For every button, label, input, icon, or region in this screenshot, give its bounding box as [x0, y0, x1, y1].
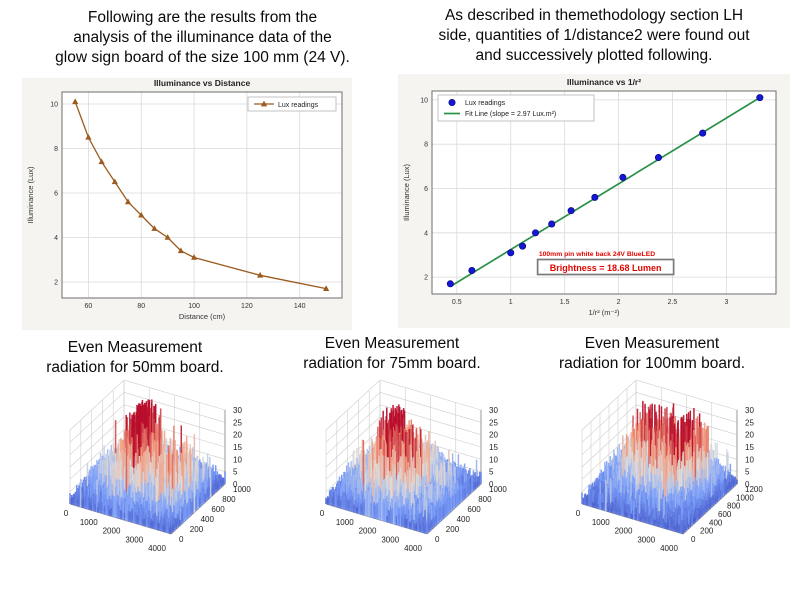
svg-text:2: 2 [54, 279, 58, 286]
svg-text:Illuminance (Lux): Illuminance (Lux) [402, 163, 411, 221]
caption-top-right: As described in themethodology section L… [398, 6, 790, 66]
svg-text:200: 200 [446, 525, 460, 534]
svg-text:600: 600 [467, 505, 481, 514]
svg-text:5: 5 [489, 468, 494, 477]
svg-text:1000: 1000 [489, 485, 507, 494]
caption-surface-75mm: Even Measurement radiation for 75mm boar… [266, 334, 518, 374]
svg-text:15: 15 [233, 443, 242, 452]
caption-top-left: Following are the results from the analy… [30, 8, 375, 68]
svg-text:Illuminance vs Distance: Illuminance vs Distance [154, 78, 251, 88]
svg-text:4000: 4000 [404, 544, 422, 553]
caption-line: Even Measurement [67, 339, 203, 356]
caption-line: Even Measurement [324, 335, 460, 352]
svg-text:Lux readings: Lux readings [278, 102, 319, 109]
svg-text:1000: 1000 [233, 485, 251, 494]
svg-text:4: 4 [424, 230, 428, 237]
caption-line: radiation for 75mm board. [303, 355, 481, 372]
svg-text:4000: 4000 [148, 544, 166, 553]
svg-text:20: 20 [233, 431, 242, 440]
svg-text:Brightness = 18.68 Lumen: Brightness = 18.68 Lumen [550, 263, 662, 273]
svg-text:Distance (cm): Distance (cm) [179, 312, 226, 321]
illuminance-vs-distance-chart: 60 80 100 120 140 2 4 6 8 10 Illuminance vs Distan… [22, 78, 352, 330]
svg-text:1.5: 1.5 [560, 299, 570, 306]
svg-text:25: 25 [489, 418, 498, 427]
svg-text:100: 100 [188, 303, 200, 310]
svg-text:400: 400 [457, 515, 471, 524]
caption-line: and successively plotted following. [475, 47, 713, 64]
svg-text:600: 600 [211, 505, 225, 514]
svg-text:2: 2 [424, 275, 428, 282]
svg-text:10: 10 [50, 102, 58, 109]
svg-text:800: 800 [478, 495, 492, 504]
caption-line: As described in themethodology section L… [444, 7, 744, 24]
svg-text:120: 120 [241, 303, 253, 310]
svg-text:2: 2 [617, 299, 621, 306]
svg-text:3000: 3000 [125, 535, 143, 544]
caption-line: radiation for 100mm board. [558, 355, 746, 372]
svg-text:5: 5 [233, 468, 238, 477]
svg-text:0: 0 [435, 535, 440, 544]
svg-text:6: 6 [54, 190, 58, 197]
svg-text:6: 6 [424, 186, 428, 193]
caption-surface-50mm: Even Measurement radiation for 50mm boar… [10, 338, 260, 378]
svg-text:200: 200 [190, 525, 204, 534]
svg-text:2.5: 2.5 [668, 299, 678, 306]
surface-plot-75mm: 0100020003000400002004006008001000051015… [320, 380, 507, 553]
svg-text:20: 20 [489, 431, 498, 440]
svg-text:4: 4 [54, 235, 58, 242]
caption-line: side, quantities of 1/distance2 were fou… [438, 27, 750, 44]
svg-text:0: 0 [179, 535, 184, 544]
caption-surface-100mm: Even Measurement radiation for 100mm boa… [522, 334, 782, 374]
svg-text:1/r² (m⁻²): 1/r² (m⁻²) [588, 308, 620, 317]
svg-text:25: 25 [233, 418, 242, 427]
svg-text:0: 0 [489, 480, 494, 489]
svg-text:15: 15 [489, 443, 498, 452]
svg-text:100mm pin white back 24V BlueL: 100mm pin white back 24V BlueLED [539, 251, 655, 258]
svg-text:Illuminance (Lux): Illuminance (Lux) [26, 166, 35, 224]
svg-text:0: 0 [320, 509, 325, 518]
caption-line: Even Measurement [584, 335, 720, 352]
caption-line: radiation for 50mm board. [46, 359, 224, 376]
surface-plot-100mm: 0100020003000400002004006008001000120005… [576, 380, 763, 553]
svg-text:10: 10 [420, 97, 428, 104]
svg-text:1000: 1000 [80, 518, 98, 527]
svg-text:1000: 1000 [336, 518, 354, 527]
caption-line: glow sign board of the size 100 mm (24 V… [55, 49, 350, 66]
svg-text:8: 8 [424, 142, 428, 149]
svg-text:30: 30 [233, 406, 242, 415]
svg-text:Fit Line (slope = 2.97 Lux.m²): Fit Line (slope = 2.97 Lux.m²) [465, 111, 556, 118]
svg-text:8: 8 [54, 146, 58, 153]
surface-plot-50mm: 0100020003000400002004006008001000051015… [64, 380, 251, 553]
illuminance-vs-inverse-r2-chart: 0.5 1 1.5 2 2.5 3 2 4 6 8 10 Illuminance vs 1/r² 1/r… [398, 74, 790, 328]
caption-line: Following are the results from the [87, 9, 318, 26]
svg-text:Lux readings: Lux readings [465, 100, 506, 107]
svg-text:3: 3 [724, 299, 728, 306]
svg-text:0.5: 0.5 [452, 299, 462, 306]
svg-text:400: 400 [201, 515, 215, 524]
svg-text:30: 30 [489, 406, 498, 415]
svg-text:800: 800 [222, 495, 236, 504]
svg-text:10: 10 [233, 455, 242, 464]
svg-text:10: 10 [489, 455, 498, 464]
svg-text:Illuminance vs 1/r²: Illuminance vs 1/r² [567, 77, 641, 87]
svg-text:3000: 3000 [381, 535, 399, 544]
svg-text:1: 1 [509, 299, 513, 306]
svg-text:2000: 2000 [103, 527, 121, 536]
svg-text:80: 80 [137, 303, 145, 310]
svg-text:60: 60 [85, 303, 93, 310]
svg-text:0: 0 [233, 480, 238, 489]
svg-text:2000: 2000 [359, 527, 377, 536]
svg-text:0: 0 [64, 509, 69, 518]
caption-line: analysis of the illuminance data of the [73, 29, 332, 46]
svg-text:140: 140 [294, 303, 306, 310]
